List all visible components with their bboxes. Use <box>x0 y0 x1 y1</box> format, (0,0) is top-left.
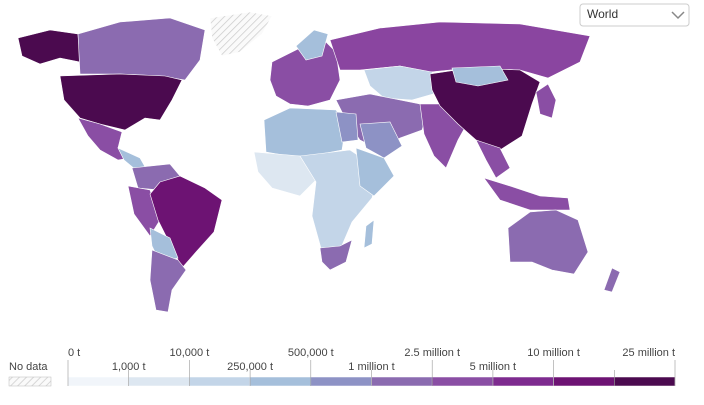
legend-label: 10,000 t <box>170 347 210 359</box>
world-map <box>17 11 621 313</box>
china <box>429 67 541 151</box>
legend-swatch <box>492 376 554 387</box>
new-zealand <box>603 267 621 293</box>
egypt <box>335 111 359 143</box>
legend-swatch <box>128 376 190 387</box>
legend-label: 25 million t <box>622 347 675 359</box>
legend-swatch <box>189 376 251 387</box>
north-africa <box>263 107 347 159</box>
legend-swatch <box>431 376 494 387</box>
legend-swatch <box>67 376 129 387</box>
legend-label: 1 million t <box>348 361 394 373</box>
argentina-chile <box>149 249 187 313</box>
usa <box>59 73 183 131</box>
legend-label: 10 million t <box>527 347 580 359</box>
brazil <box>149 175 223 269</box>
dropdown-chevron <box>671 11 685 20</box>
russia <box>329 21 591 79</box>
kazakhstan <box>363 65 441 101</box>
legend-label: 1,000 t <box>112 361 146 373</box>
canada <box>77 17 206 81</box>
legend: No data 0 t 1,000 t 10,000 t 250,000 t 500,0… <box>8 347 676 387</box>
legend-swatch <box>249 376 312 387</box>
no-data-swatch <box>8 376 52 387</box>
japan-korea <box>535 83 557 119</box>
region-dropdown[interactable]: World <box>579 3 690 27</box>
south-africa <box>319 239 353 271</box>
mongolia <box>451 65 509 87</box>
legend-swatch <box>614 376 676 387</box>
no-data-label: No data <box>9 361 48 373</box>
dropdown-value[interactable]: World <box>587 7 618 21</box>
dropdown-box[interactable] <box>579 3 690 27</box>
australia <box>507 209 589 275</box>
legend-label: 2.5 million t <box>404 347 460 359</box>
madagascar <box>363 219 375 249</box>
saudi-arabia <box>359 121 403 159</box>
greenland <box>209 11 273 57</box>
legend-swatch <box>371 376 433 387</box>
legend-label: 500,000 t <box>288 347 334 359</box>
indonesia <box>483 177 571 211</box>
legend-swatch <box>310 376 372 387</box>
legend-label: 250,000 t <box>227 361 273 373</box>
legend-label: 0 t <box>68 347 80 359</box>
east-africa <box>355 147 395 197</box>
legend-swatch <box>553 376 615 387</box>
southeast-asia <box>475 139 511 179</box>
legend-label: 5 million t <box>470 361 516 373</box>
scandinavia <box>295 29 329 61</box>
alaska <box>17 29 81 65</box>
